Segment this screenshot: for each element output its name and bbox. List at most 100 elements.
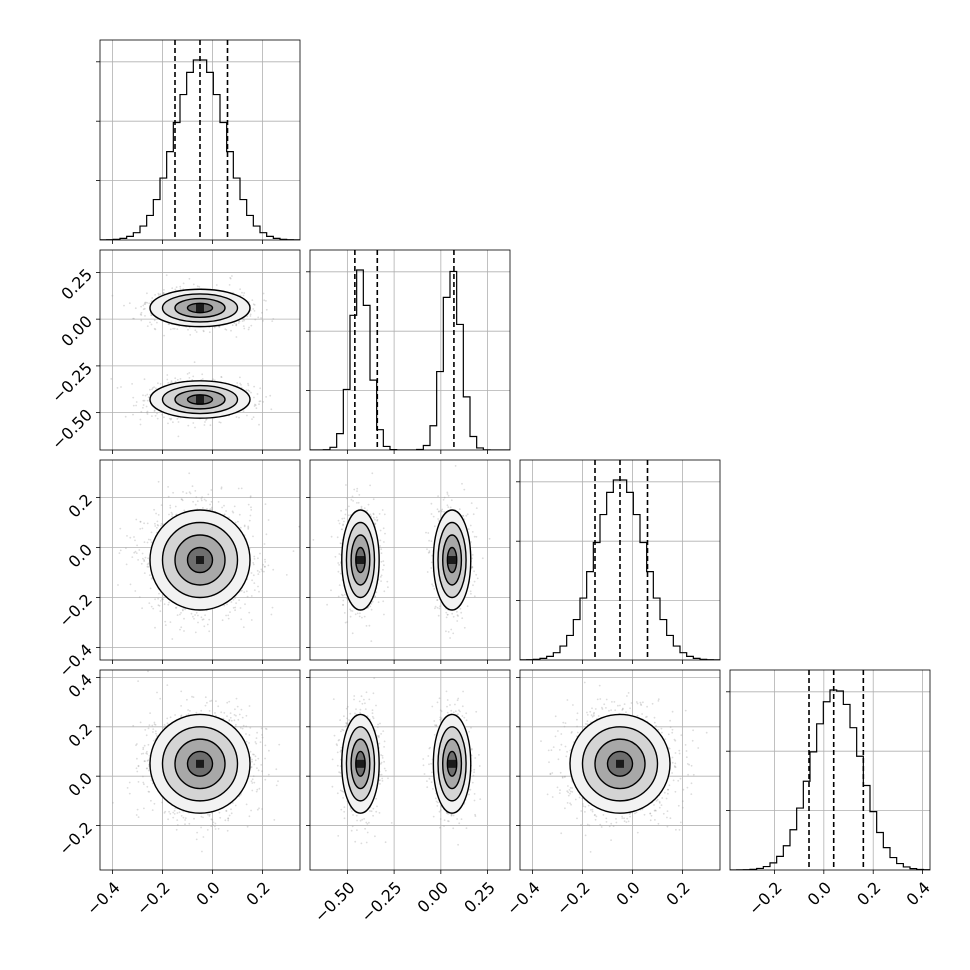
scatter-point bbox=[380, 580, 382, 582]
scatter-point bbox=[270, 408, 273, 411]
scatter-point bbox=[139, 520, 142, 523]
scatter-point bbox=[432, 585, 434, 587]
scatter-point bbox=[338, 553, 341, 555]
scatter-point bbox=[225, 510, 228, 512]
scatter-point bbox=[446, 613, 449, 616]
scatter-point bbox=[175, 607, 177, 609]
scatter-point bbox=[342, 524, 344, 527]
scatter-point bbox=[146, 522, 149, 525]
scatter-point bbox=[142, 557, 144, 560]
scatter-point bbox=[182, 282, 185, 285]
scatter-point bbox=[351, 495, 354, 498]
scatter-point bbox=[344, 513, 347, 516]
contour-0-3 bbox=[341, 509, 380, 611]
scatter-point bbox=[183, 630, 185, 632]
panel-frame bbox=[309, 459, 511, 661]
scatter-point bbox=[218, 325, 221, 328]
scatter-point bbox=[213, 379, 216, 382]
scatter-point bbox=[153, 386, 156, 388]
scatter-point bbox=[139, 520, 142, 523]
scatter-point bbox=[191, 695, 193, 698]
scatter-point bbox=[220, 376, 223, 378]
scatter-point bbox=[375, 516, 378, 519]
scatter-point bbox=[341, 517, 344, 520]
scatter-point bbox=[430, 567, 433, 569]
scatter-point bbox=[118, 552, 121, 554]
scatter-point bbox=[272, 568, 275, 571]
scatter-point bbox=[143, 560, 146, 562]
scatter-point bbox=[243, 327, 246, 330]
scatter-point bbox=[226, 701, 229, 704]
scatter-point bbox=[463, 626, 466, 629]
scatter-point bbox=[248, 390, 251, 393]
scatter-point bbox=[247, 382, 249, 385]
density-peak-0 bbox=[196, 395, 204, 404]
scatter-point bbox=[446, 613, 449, 616]
scatter-point bbox=[167, 495, 170, 498]
scatter-point bbox=[258, 807, 260, 810]
scatter-point bbox=[257, 573, 260, 575]
scatter-point bbox=[473, 580, 476, 583]
scatter-point bbox=[239, 382, 242, 385]
scatter-point bbox=[179, 288, 182, 290]
scatter-point bbox=[239, 288, 242, 291]
scatter-point bbox=[126, 787, 129, 789]
scatter-point bbox=[351, 610, 354, 612]
contour-0-0 bbox=[186, 546, 214, 574]
scatter-point bbox=[379, 545, 381, 547]
scatter-point bbox=[247, 328, 250, 331]
scatter-point bbox=[234, 606, 237, 609]
contour-0-0 bbox=[355, 546, 366, 574]
scatter-point bbox=[369, 484, 371, 487]
scatter-point bbox=[132, 404, 135, 407]
scatter-point bbox=[146, 565, 149, 568]
scatter-point bbox=[428, 550, 431, 552]
scatter-point bbox=[140, 314, 143, 316]
scatter-point bbox=[204, 704, 207, 707]
scatter-point bbox=[470, 592, 472, 595]
scatter-point bbox=[162, 292, 165, 295]
scatter-point bbox=[174, 288, 177, 291]
scatter-point bbox=[117, 584, 119, 586]
scatter-point bbox=[471, 566, 474, 569]
scatter-point bbox=[251, 778, 254, 781]
scatter-point bbox=[264, 561, 267, 563]
scatter-point bbox=[253, 310, 256, 312]
scatter-point bbox=[164, 620, 167, 623]
scatter-point bbox=[204, 421, 206, 423]
scatter-point bbox=[235, 602, 238, 604]
scatter-point bbox=[210, 508, 213, 511]
scatter-point bbox=[174, 505, 177, 508]
scatter-point bbox=[225, 329, 228, 331]
scatter-point bbox=[176, 418, 179, 420]
scatter-point bbox=[380, 560, 383, 563]
scatter-point bbox=[465, 514, 468, 517]
scatter-point bbox=[247, 525, 250, 528]
scatter-point bbox=[251, 760, 253, 763]
scatter-point bbox=[168, 601, 171, 604]
scatter-point bbox=[200, 616, 203, 619]
scatter-point bbox=[181, 499, 184, 502]
scatter-point bbox=[473, 535, 476, 538]
scatter-point bbox=[135, 404, 138, 407]
scatter-point bbox=[179, 378, 182, 380]
scatter-point bbox=[172, 421, 174, 424]
scatter-point bbox=[143, 572, 146, 574]
scatter-point bbox=[150, 300, 153, 302]
scatter-point bbox=[458, 508, 461, 511]
scatter-point bbox=[470, 566, 473, 568]
scatter-point bbox=[425, 531, 427, 534]
scatter-point bbox=[475, 507, 478, 509]
scatter-point bbox=[247, 528, 250, 530]
scatter-point bbox=[242, 325, 245, 327]
scatter-point bbox=[190, 612, 193, 615]
scatter-point bbox=[443, 510, 445, 513]
scatter-point bbox=[347, 514, 350, 517]
scatter-point bbox=[427, 551, 430, 554]
scatter-point bbox=[254, 403, 256, 406]
scatter-point bbox=[179, 613, 181, 616]
scatter-point bbox=[238, 320, 240, 322]
scatter-point bbox=[143, 378, 146, 381]
scatter-point bbox=[250, 509, 253, 511]
